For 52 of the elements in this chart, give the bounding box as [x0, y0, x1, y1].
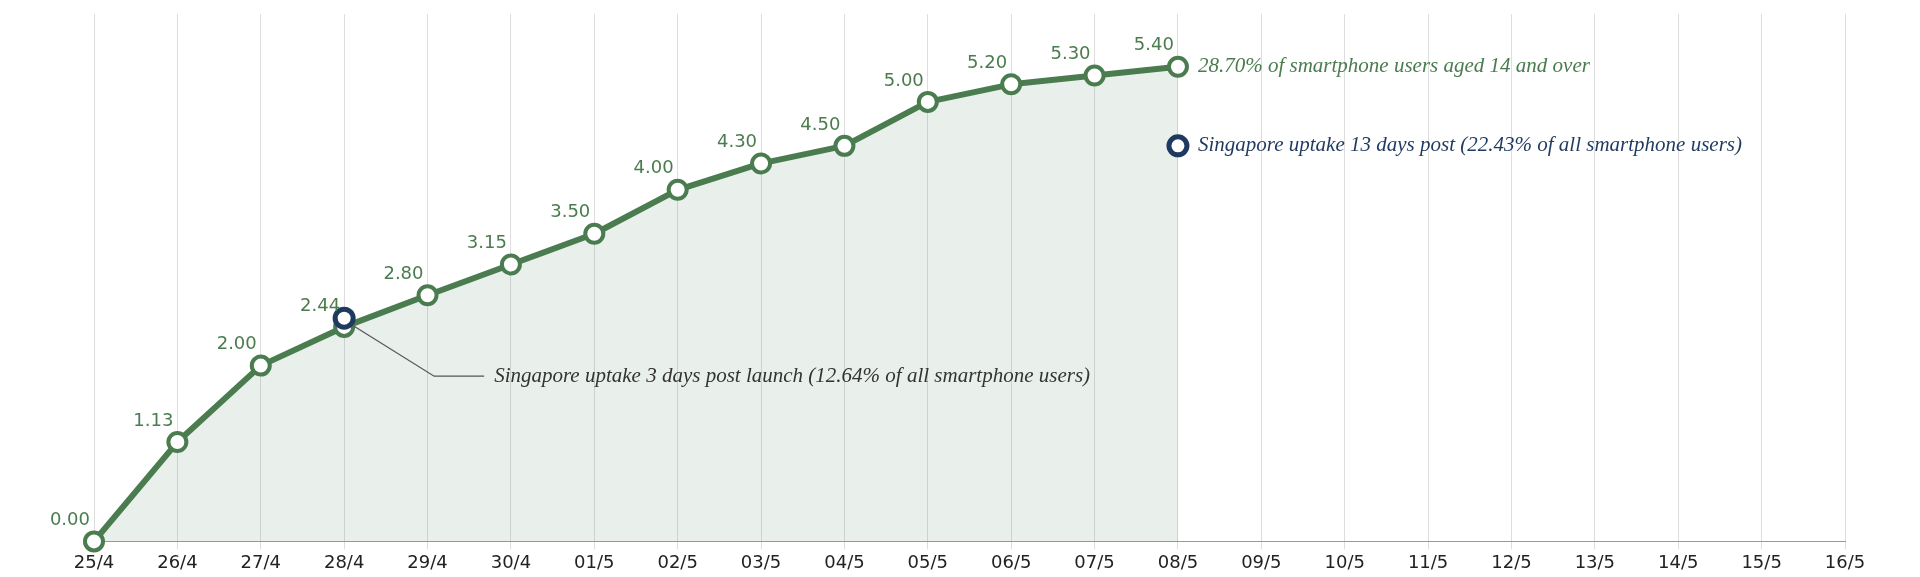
annotation: Singapore uptake 13 days post (22.43% of all smartphone users) — [1197, 132, 1742, 157]
point — [1166, 55, 1189, 78]
data-label: 5.00 — [883, 68, 924, 90]
data-label: 5.20 — [967, 50, 1008, 72]
point — [1000, 73, 1023, 96]
x-tick-label: 13/5 — [1574, 550, 1616, 572]
data-label: 4.00 — [633, 156, 674, 178]
x-tick-label: 06/5 — [990, 550, 1032, 572]
point — [416, 284, 439, 307]
point — [583, 222, 606, 245]
data-label: 5.30 — [1050, 42, 1091, 64]
point — [499, 253, 522, 276]
x-tick-label: 11/5 — [1407, 550, 1449, 572]
x-tick-label: 29/4 — [407, 550, 448, 572]
x-tick-label: 01/5 — [574, 550, 615, 572]
point — [249, 354, 272, 377]
x-tick-label: 12/5 — [1491, 550, 1532, 572]
x-tick-label: 07/5 — [1074, 550, 1115, 572]
x-tick-label: 15/5 — [1741, 550, 1782, 572]
point — [666, 178, 689, 201]
data-label: 1.13 — [133, 408, 174, 430]
x-tick-label: 26/4 — [157, 550, 198, 572]
x-tick-label: 30/4 — [490, 550, 532, 572]
data-label: 5.40 — [1133, 33, 1174, 55]
x-tick-label: 09/5 — [1241, 550, 1282, 572]
data-label: 4.50 — [800, 112, 841, 134]
x-tick-label: 16/5 — [1824, 550, 1866, 572]
annotation: 28.70% of smartphone users aged 14 and over — [1197, 53, 1591, 78]
point — [166, 431, 189, 454]
data-label: 3.15 — [466, 231, 507, 253]
data-label: 4.30 — [716, 130, 758, 152]
x-tick-label: 25/4 — [73, 550, 115, 572]
x-tick-label: 27/4 — [240, 550, 281, 572]
data-label: 2.44 — [300, 293, 341, 315]
point — [83, 530, 105, 553]
x-tick-label: 10/5 — [1324, 550, 1365, 572]
point — [750, 152, 773, 175]
data-label: 3.50 — [550, 200, 591, 222]
data-label: 0.00 — [49, 508, 90, 530]
x-tick-label: 03/5 — [740, 550, 782, 572]
point — [1083, 64, 1106, 87]
data-label: 2.80 — [383, 261, 424, 283]
x-tick-label: 04/5 — [824, 550, 865, 572]
x-tick-label: 28/4 — [323, 550, 365, 572]
point — [916, 90, 939, 113]
x-tick-label: 05/5 — [907, 550, 949, 572]
x-tick-label: 14/5 — [1658, 550, 1699, 572]
data-label: 2.00 — [216, 332, 257, 354]
annotation: Singapore uptake 3 days post launch (12.64% of all smartphone users) — [494, 362, 1091, 387]
x-tick-label: 02/5 — [657, 550, 698, 572]
point — [833, 134, 856, 157]
x-tick-label: 08/5 — [1157, 550, 1199, 572]
